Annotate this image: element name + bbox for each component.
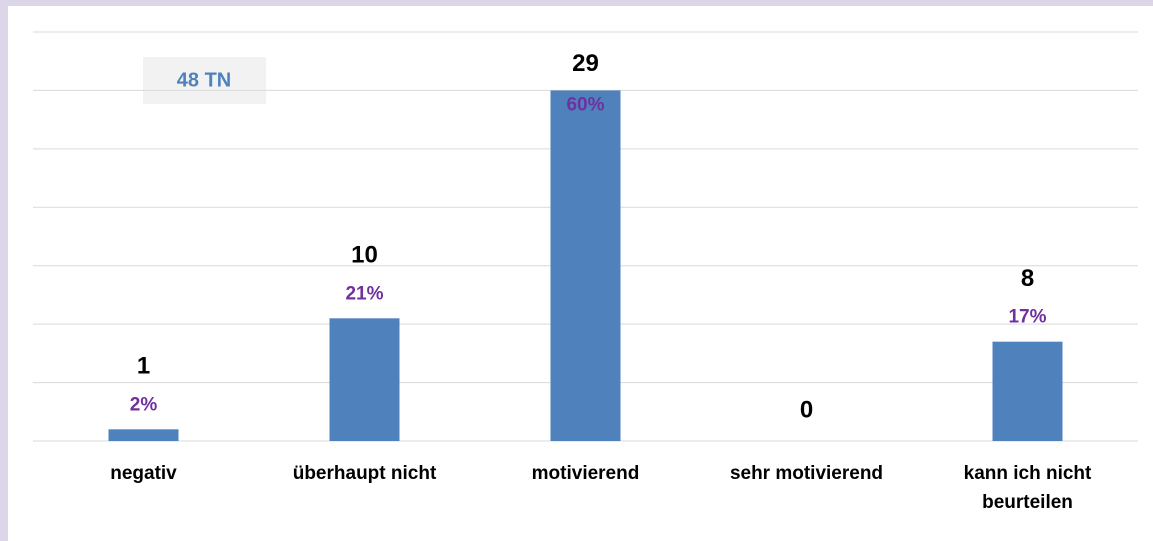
count-label: 0: [800, 396, 813, 423]
x-tick-label: überhaupt nicht: [292, 463, 437, 484]
value-label: 21%: [345, 283, 383, 304]
bar: [329, 318, 400, 441]
count-label: 29: [572, 50, 599, 77]
x-tick-label: kann ich nicht beurteilen: [963, 463, 1092, 513]
x-tick-label: motivierend: [531, 463, 640, 484]
count-label: 10: [351, 242, 378, 269]
annotation-box: [143, 57, 266, 104]
bar: [108, 429, 179, 441]
x-tick-label: negativ: [110, 463, 177, 484]
count-label: 1: [137, 353, 150, 380]
x-tick-label: sehr motivierend: [729, 463, 884, 484]
value-label: 60%: [566, 94, 604, 115]
bar: [992, 341, 1063, 441]
bar: [550, 90, 621, 441]
annotation: 48 TN: [177, 69, 231, 91]
value-label: 17%: [1008, 307, 1046, 328]
value-label: 2%: [130, 394, 158, 415]
count-label: 8: [1021, 265, 1034, 292]
